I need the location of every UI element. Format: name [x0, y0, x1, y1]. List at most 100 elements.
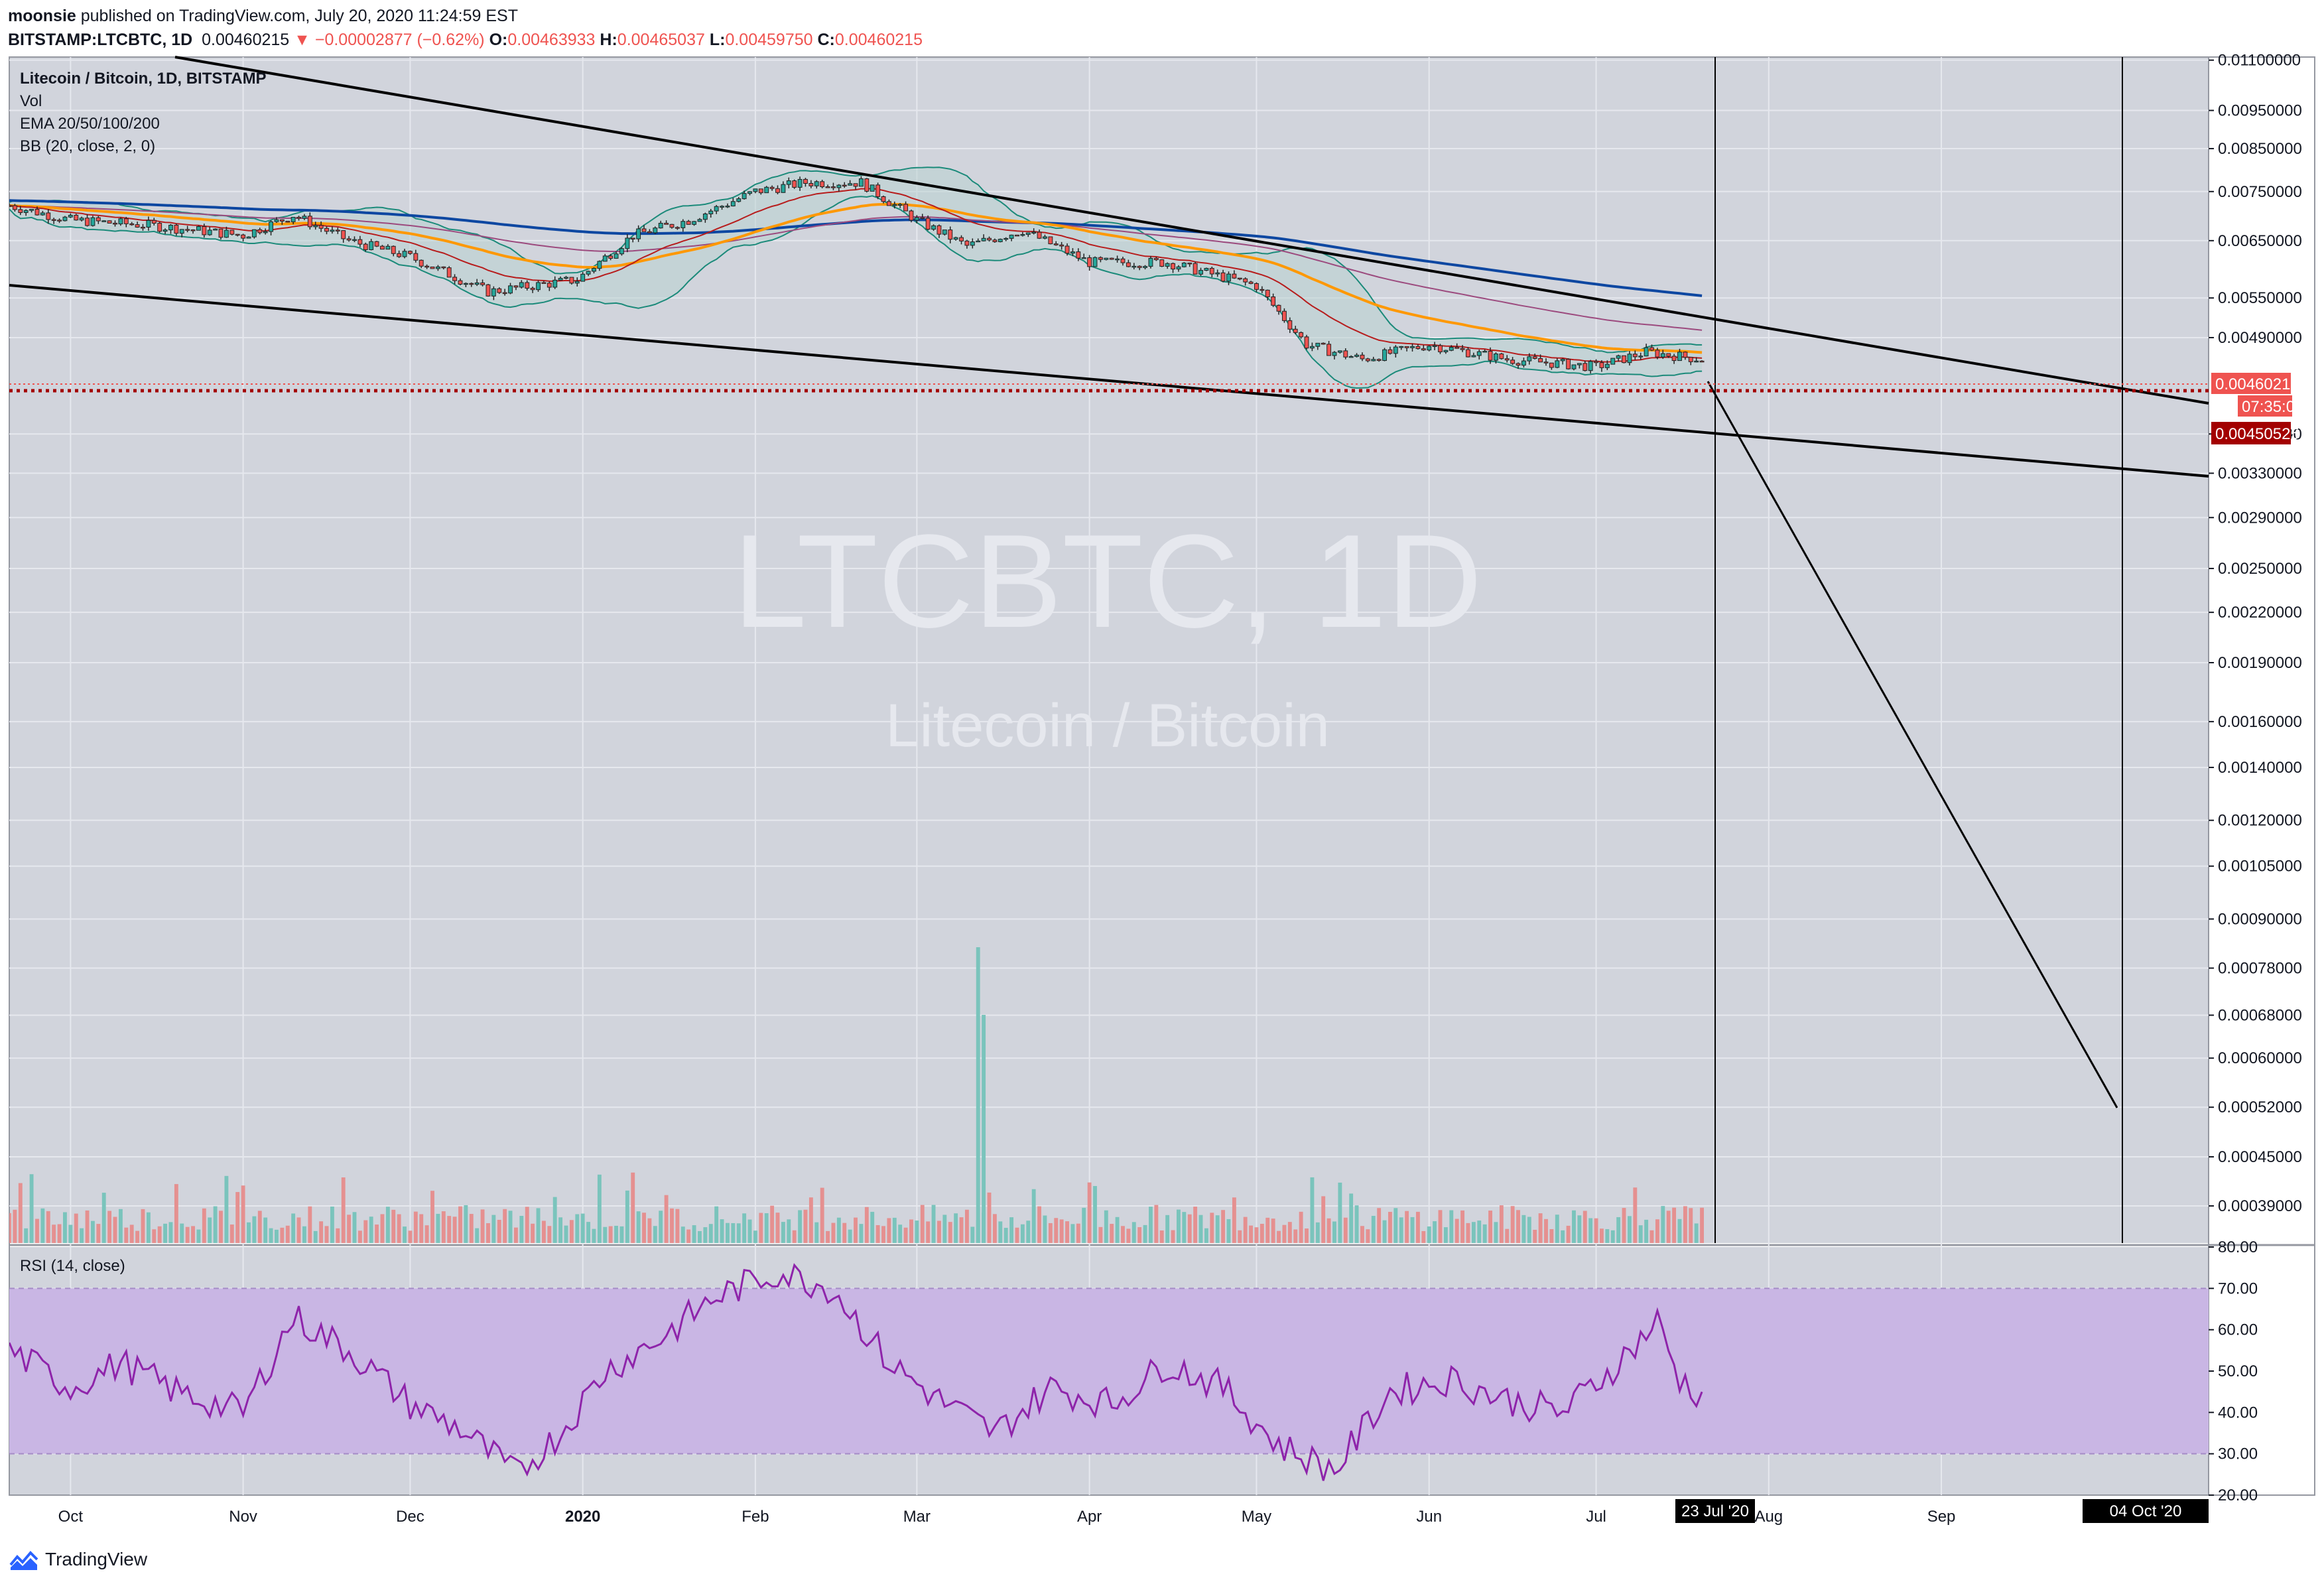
candle-body [346, 238, 352, 241]
legend-rsi[interactable]: RSI (14, close) [20, 1257, 125, 1275]
candle-body [407, 251, 413, 254]
volume-bar [40, 1208, 45, 1243]
candle-body [564, 277, 568, 279]
publish-info: published on TradingView.com, July 20, 2… [80, 7, 518, 25]
volume-bar [13, 1209, 17, 1243]
volume-bar [1082, 1207, 1086, 1243]
candle-body [613, 253, 619, 259]
candle-body [513, 285, 519, 288]
candle-body [1604, 363, 1610, 368]
volume-bar [413, 1211, 418, 1243]
volume-bar [1065, 1221, 1069, 1243]
volume-bar [836, 1217, 841, 1243]
volume-bar [1254, 1227, 1259, 1243]
volume-bar [341, 1177, 346, 1243]
volume-bar [1326, 1218, 1331, 1243]
volume-bar [708, 1224, 713, 1243]
volume-bar [1137, 1227, 1142, 1243]
volume-bar [775, 1213, 780, 1243]
candle-body [1482, 351, 1488, 353]
candle-body [1153, 257, 1159, 261]
volume-bar [692, 1225, 696, 1243]
legend-title: Litecoin / Bitcoin, 1D, BITSTAMP [20, 70, 267, 88]
brand-name[interactable]: TradingView [45, 1549, 148, 1569]
volume-bar [152, 1229, 157, 1243]
candle-body [992, 239, 998, 242]
candle-body [792, 180, 797, 188]
legend-ema[interactable]: EMA 20/50/100/200 [20, 115, 160, 133]
publish-line: moonsie published on TradingView.com, Ju… [8, 4, 923, 28]
candle-body [1176, 266, 1181, 270]
volume-bar [163, 1223, 167, 1243]
volume-bar [998, 1221, 1003, 1243]
candle-body [1092, 257, 1098, 267]
price-axis[interactable]: 0.01100000 0.00950000 0.00850000 0.00750000… [2209, 52, 2302, 1215]
volume-bar [1633, 1187, 1638, 1243]
volume-bar [441, 1211, 446, 1243]
candle-body [1527, 356, 1532, 362]
volume-bar [330, 1206, 334, 1243]
upper-trendline[interactable] [174, 56, 2209, 405]
volume-bar [1366, 1229, 1370, 1243]
candle-body [1326, 344, 1332, 356]
volume-bar [129, 1224, 134, 1243]
volume-bar [536, 1208, 541, 1243]
volume-bar [892, 1217, 897, 1243]
legend-bb[interactable]: BB (20, close, 2, 0) [20, 137, 155, 155]
volume-bar [1054, 1218, 1059, 1243]
volume-bar [452, 1217, 457, 1243]
volume-bar [1689, 1208, 1693, 1243]
projection-line[interactable] [1707, 381, 2118, 1108]
candle-body [1432, 345, 1437, 347]
candle-body [653, 228, 658, 233]
volume-bar [1672, 1207, 1677, 1243]
candle-body [1543, 362, 1549, 363]
candle-body [185, 229, 190, 231]
candle-body [224, 230, 229, 238]
candle-body [1137, 265, 1142, 268]
candle-body [1476, 351, 1482, 356]
volume-bar [469, 1214, 474, 1243]
volume-bar [180, 1223, 184, 1243]
volume-bar [191, 1226, 195, 1243]
volume-bar [464, 1205, 468, 1243]
volume-bar [275, 1229, 279, 1243]
rsi-line [9, 1263, 1703, 1481]
candle-body [897, 204, 903, 206]
legend-vol[interactable]: Vol [20, 92, 42, 110]
candle-body [1171, 263, 1175, 270]
watermark-symbol: LTCBTC, 1D [733, 507, 1482, 655]
candle-body [1415, 346, 1421, 350]
tradingview-logo-icon[interactable] [9, 1549, 38, 1570]
price-tick-label: 0.01100000 [2218, 52, 2301, 70]
candle-body [385, 245, 391, 250]
candle-body [123, 218, 129, 224]
candle-body [1632, 354, 1638, 358]
volume-bar [1265, 1217, 1270, 1243]
time-axis[interactable]: Oct Nov Dec 2020 Feb Mar Apr May Jun Jul Aug Sep [58, 1508, 1956, 1526]
lower-trendline[interactable] [9, 284, 2209, 478]
volume-bar [603, 1226, 608, 1243]
volume-bar [503, 1209, 507, 1243]
volume-bar [397, 1214, 401, 1243]
low-level-tag-text: 0.00450525 [2215, 425, 2299, 443]
volume-bar [781, 1222, 785, 1243]
author-name[interactable]: moonsie [8, 7, 76, 25]
price-tick-label: 0.00120000 [2218, 812, 2302, 830]
candle-body [720, 206, 724, 208]
rsi-axis[interactable]: 80.00 70.00 60.00 50.00 40.00 30.00 20.00 [2209, 1238, 2258, 1504]
candle-body [786, 180, 791, 185]
volume-bar [842, 1222, 847, 1243]
candle-body [62, 216, 68, 222]
volume-bar [324, 1226, 329, 1243]
volume-bar [731, 1222, 736, 1243]
volume-bar [1070, 1224, 1075, 1243]
volume-bar [1627, 1216, 1632, 1243]
volume-bar [558, 1217, 563, 1243]
rsi-tick-label: 20.00 [2218, 1486, 2258, 1504]
candle-body [1282, 310, 1287, 321]
candle-body [241, 234, 246, 239]
volume-bar [1126, 1228, 1131, 1243]
volume-bar [1582, 1211, 1587, 1243]
